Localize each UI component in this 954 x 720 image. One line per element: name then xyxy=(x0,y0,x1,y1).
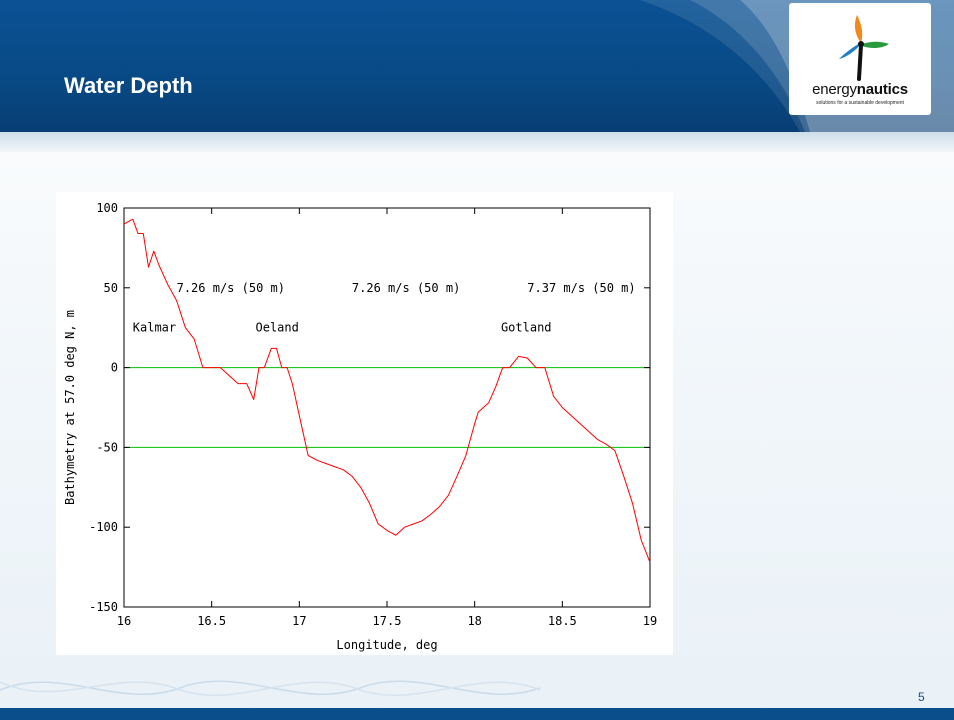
chart-panel: 16 16.5 17 17.5 18 18.5 19 100 50 0 -50 -100 -150 7… xyxy=(56,192,673,655)
y-tick-label: 100 xyxy=(96,201,118,215)
x-tick-label: 17.5 xyxy=(373,614,402,628)
x-axis-label: Longitude, deg xyxy=(336,638,437,652)
x-tick-labels: 16 16.5 17 17.5 18 18.5 19 xyxy=(117,614,657,628)
x-tick-label: 16 xyxy=(117,614,131,628)
plot-frame xyxy=(123,207,651,608)
header-shadow-band xyxy=(0,132,954,152)
series-layer xyxy=(123,218,651,563)
logo-tagline: solutions for a sustainable development xyxy=(816,100,904,106)
slide-title: Water Depth xyxy=(64,73,193,98)
x-tick-label: 17 xyxy=(292,614,306,628)
logo-wordmark: energynautics xyxy=(789,81,931,98)
y-tick-label: 50 xyxy=(104,281,118,295)
y-tick-label: 0 xyxy=(111,361,118,375)
y-tick-label: -150 xyxy=(89,600,118,614)
bathymetry-chart: 16 16.5 17 17.5 18 18.5 19 100 50 0 -50 -100 -150 7… xyxy=(63,201,657,652)
chart-annotation: Gotland xyxy=(501,321,552,335)
chart-annotation: 7.26 m/s (50 m) xyxy=(177,281,285,295)
tick-marks xyxy=(123,207,651,608)
footer-wave-pattern xyxy=(0,680,541,697)
series-line-0 xyxy=(123,218,651,563)
x-tick-label: 16.5 xyxy=(197,614,226,628)
chart-annotation: Kalmar xyxy=(133,321,176,335)
logo-brand-light: energy xyxy=(812,81,857,98)
x-tick-label: 19 xyxy=(643,614,657,628)
reference-lines xyxy=(124,367,650,448)
annotation-layer: 7.26 m/s (50 m) 7.26 m/s (50 m) 7.37 m/s (… xyxy=(133,281,636,335)
page-number: 5 xyxy=(918,690,925,704)
energynautics-logo: energynautics solutions for a sustainabl… xyxy=(789,3,931,115)
x-tick-label: 18 xyxy=(467,614,481,628)
wind-turbine-icon xyxy=(839,15,889,81)
footer-bar xyxy=(0,708,954,720)
y-tick-label: -50 xyxy=(96,440,118,454)
chart-annotation: 7.26 m/s (50 m) xyxy=(352,281,460,295)
y-tick-label: -100 xyxy=(89,520,118,534)
y-axis-label: Bathymetry at 57.0 deg N, m xyxy=(63,310,77,505)
chart-annotation: Oeland xyxy=(256,321,299,335)
y-tick-labels: 100 50 0 -50 -100 -150 xyxy=(89,201,118,614)
x-tick-label: 18.5 xyxy=(548,614,577,628)
chart-annotation: 7.37 m/s (50 m) xyxy=(527,281,635,295)
logo-brand-bold: nautics xyxy=(856,81,908,98)
